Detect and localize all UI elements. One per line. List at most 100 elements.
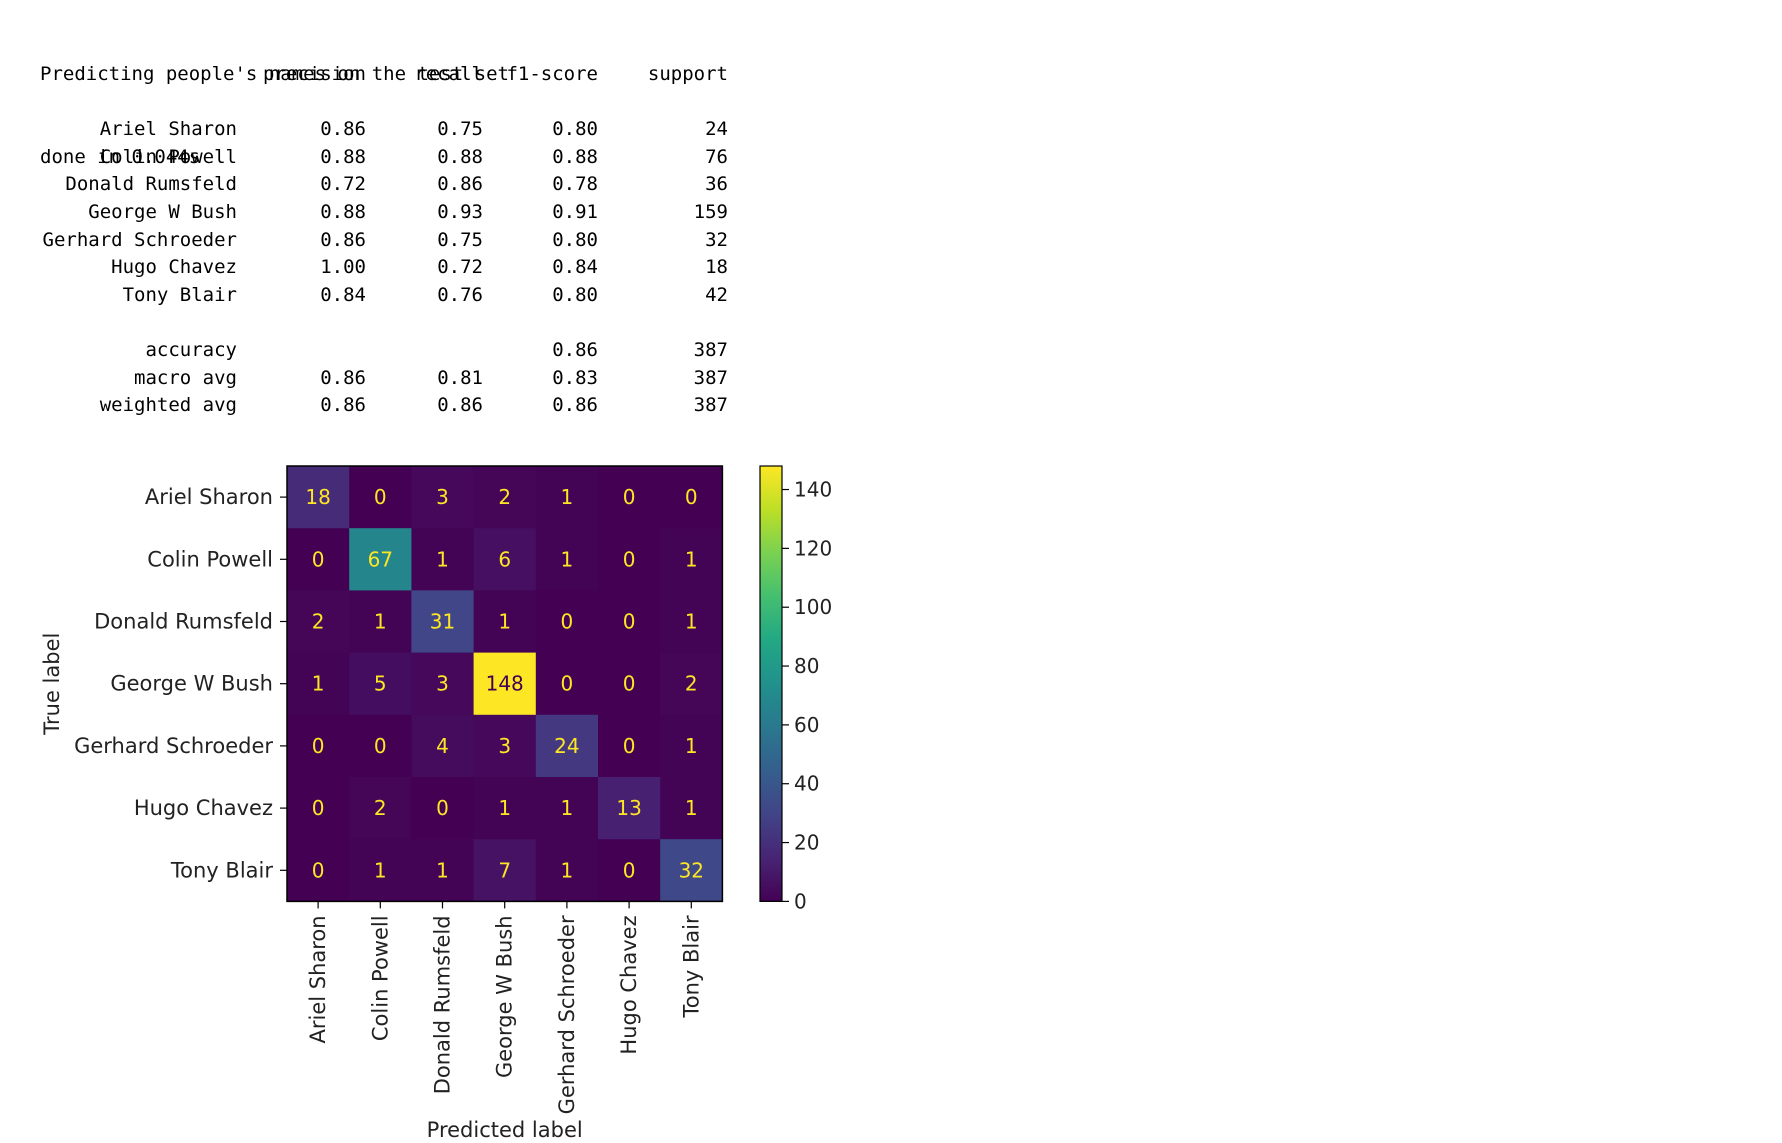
heatmap-cell-value: 1 <box>685 796 698 820</box>
heatmap-cell <box>473 466 537 529</box>
y-tick-label: Ariel Sharon <box>145 485 273 509</box>
x-tick-label: Tony Blair <box>679 915 703 1018</box>
report-cell: 0.86 <box>320 366 366 389</box>
heatmap-cell <box>535 466 599 529</box>
report-cell: 0.80 <box>552 283 598 306</box>
heatmap-cell <box>660 466 723 529</box>
y-tick-label: Gerhard Schroeder <box>74 734 273 758</box>
report-cell: 0.80 <box>552 228 598 251</box>
heatmap-cell-value: 0 <box>623 485 636 509</box>
heatmap-cell <box>473 714 537 778</box>
heatmap-cell-value: 0 <box>623 734 636 758</box>
report-cell: 0.78 <box>552 173 598 196</box>
y-tick-label: Tony Blair <box>170 858 273 882</box>
heatmap-cell <box>349 590 412 654</box>
report-row-label: Donald Rumsfeld <box>65 173 237 196</box>
report-cell: 387 <box>693 366 728 389</box>
y-axis-label: True label <box>40 633 64 736</box>
colorbar <box>759 465 783 902</box>
colorbar-tick-label: 140 <box>794 478 832 502</box>
heatmap-cell-value: 0 <box>374 485 387 509</box>
heatmap-cell <box>660 528 723 591</box>
report-cell: 36 <box>705 173 728 196</box>
heatmap-cell <box>598 528 661 591</box>
heatmap-cell-value: 1 <box>685 547 698 571</box>
report-cell: recall <box>414 63 483 85</box>
heatmap-cell-value: 5 <box>374 672 387 696</box>
heatmap-cell-value: 0 <box>436 796 449 820</box>
heatmap-cell <box>473 590 537 654</box>
report-row-label: George W Bush <box>88 200 237 223</box>
heatmap-cell <box>473 528 537 591</box>
heatmap-cell-value: 31 <box>430 610 455 634</box>
report-cell: f1-score <box>506 63 598 85</box>
report-cell: 0.86 <box>437 173 483 196</box>
colorbar-tick-label: 40 <box>794 772 819 796</box>
heatmap-cell-value: 0 <box>623 547 636 571</box>
report-row-label: Colin Powell <box>99 145 237 168</box>
report-row-label: Gerhard Schroeder <box>42 228 237 251</box>
console-line-status: Predicting people's names on the test se… <box>40 63 509 86</box>
heatmap-cell <box>287 528 350 591</box>
heatmap-cell <box>660 777 723 840</box>
heatmap-cell-value: 1 <box>685 734 698 758</box>
heatmap-cell <box>411 466 475 529</box>
report-cell: 0.75 <box>437 228 483 251</box>
heatmap-cell <box>598 839 661 902</box>
heatmap-cell-value: 1 <box>561 796 574 820</box>
heatmap-cell <box>411 652 475 716</box>
x-axis-label: Predicted label <box>427 1118 583 1142</box>
x-tick-label: Hugo Chavez <box>617 915 641 1054</box>
report-cell: 0.86 <box>552 338 598 361</box>
x-tick-label: Gerhard Schroeder <box>555 915 579 1114</box>
heatmap-cell <box>598 714 661 778</box>
heatmap-cell <box>287 652 350 716</box>
report-cell: 32 <box>705 228 728 251</box>
heatmap-cell <box>349 652 412 716</box>
x-tick-label: Colin Powell <box>368 915 392 1041</box>
heatmap-cell-value: 2 <box>685 672 698 696</box>
heatmap-cell <box>660 590 723 654</box>
heatmap-cell <box>535 839 599 902</box>
report-cell: 0.72 <box>437 256 483 279</box>
report-cell: 1.00 <box>320 256 366 279</box>
heatmap-cell <box>660 714 723 778</box>
report-cell: 0.88 <box>437 145 483 168</box>
heatmap-cell <box>287 777 350 840</box>
heatmap-cell-value: 6 <box>498 547 511 571</box>
y-tick-label: Hugo Chavez <box>134 796 273 820</box>
heatmap-cell-value: 32 <box>679 858 704 882</box>
report-cell: 0.80 <box>552 118 598 141</box>
heatmap-cell <box>287 714 350 778</box>
heatmap-cell <box>349 777 412 840</box>
report-cell: support <box>647 63 728 85</box>
heatmap-cell-value: 1 <box>312 672 325 696</box>
report-row-label: Tony Blair <box>122 283 237 306</box>
heatmap-cell-value: 1 <box>498 610 511 634</box>
heatmap-cell-value: 0 <box>623 672 636 696</box>
heatmap-cell <box>349 714 412 778</box>
heatmap-cell-value: 1 <box>374 858 387 882</box>
heatmap-cell <box>411 777 475 840</box>
heatmap-cell <box>598 590 661 654</box>
heatmap-cell-value: 2 <box>498 485 511 509</box>
report-row-label: weighted avg <box>99 394 237 417</box>
heatmap-cell-value: 0 <box>312 734 325 758</box>
heatmap-cell <box>598 652 661 716</box>
heatmap-cell <box>349 528 412 591</box>
heatmap-cell <box>598 466 661 529</box>
report-cell: 76 <box>705 145 728 168</box>
heatmap-cell <box>535 652 599 716</box>
heatmap-cell-value: 3 <box>436 485 449 509</box>
heatmap-cell <box>660 652 723 716</box>
report-cell: 42 <box>705 283 728 306</box>
heatmap-cell-value: 67 <box>368 547 393 571</box>
report-cell: 0.72 <box>320 173 366 196</box>
heatmap-cell-value: 4 <box>436 734 449 758</box>
heatmap-cell-value: 0 <box>685 485 698 509</box>
colorbar-tick-label: 120 <box>794 536 832 560</box>
heatmap-cell-value: 18 <box>305 485 330 509</box>
heatmap-cell-value: 1 <box>685 610 698 634</box>
heatmap-cell-value: 2 <box>312 610 325 634</box>
